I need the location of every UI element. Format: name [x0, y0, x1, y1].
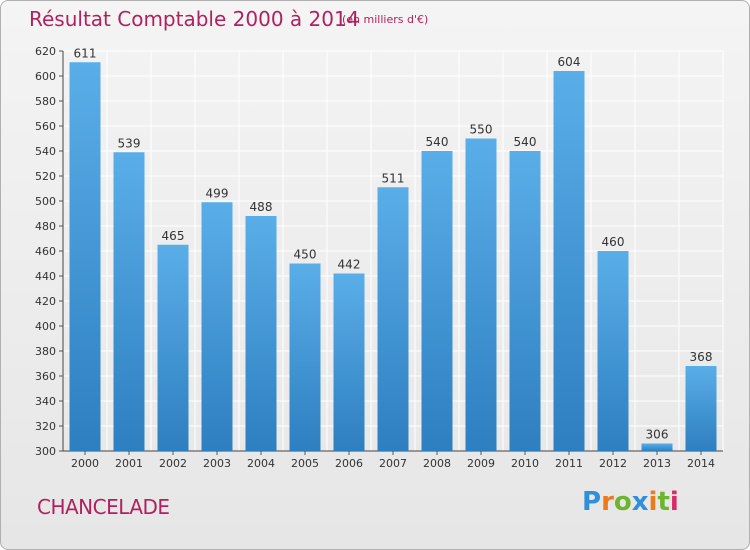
x-tick-label: 2003	[203, 457, 231, 470]
data-label: 604	[558, 55, 581, 69]
x-tick-label: 2006	[335, 457, 363, 470]
y-tick-label: 560	[35, 120, 56, 133]
data-label: 499	[206, 186, 229, 200]
y-tick-label: 520	[35, 170, 56, 183]
bar	[113, 152, 145, 451]
y-tick-label: 320	[35, 420, 56, 433]
proxiti-logo: Proxiti	[582, 487, 679, 517]
bar	[157, 244, 189, 451]
data-label: 539	[118, 136, 141, 150]
y-tick-label: 600	[35, 70, 56, 83]
y-tick-label: 380	[35, 345, 56, 358]
data-label: 488	[250, 200, 273, 214]
y-tick-label: 420	[35, 295, 56, 308]
y-tick-label: 500	[35, 195, 56, 208]
data-label: 540	[426, 135, 449, 149]
y-tick-label: 340	[35, 395, 56, 408]
bar	[641, 443, 673, 451]
y-tick-label: 480	[35, 220, 56, 233]
x-tick-label: 2014	[687, 457, 715, 470]
bar	[421, 151, 453, 451]
data-label: 465	[162, 229, 185, 243]
bars	[69, 62, 717, 451]
bar	[69, 62, 101, 451]
y-tick-label: 540	[35, 145, 56, 158]
data-label: 511	[382, 171, 405, 185]
y-tick-label: 620	[35, 45, 56, 58]
x-tick-label: 2009	[467, 457, 495, 470]
bar	[553, 71, 585, 451]
bar	[377, 187, 409, 451]
data-label: 611	[74, 46, 97, 60]
data-label: 550	[470, 123, 493, 137]
y-tick-label: 460	[35, 245, 56, 258]
data-label: 450	[294, 248, 317, 262]
bar	[465, 138, 497, 451]
bar	[685, 366, 717, 451]
data-label: 540	[514, 135, 537, 149]
bar	[245, 216, 277, 451]
x-tick-label: 2001	[115, 457, 143, 470]
data-label: 442	[338, 258, 361, 272]
x-tick-label: 2008	[423, 457, 451, 470]
y-tick-label: 440	[35, 270, 56, 283]
bar	[333, 273, 365, 451]
data-label: 306	[646, 428, 669, 442]
place-name: CHANCELADE	[37, 495, 170, 519]
x-tick-label: 2010	[511, 457, 539, 470]
y-tick-label: 300	[35, 445, 56, 458]
x-tick-label: 2007	[379, 457, 407, 470]
y-tick-label: 580	[35, 95, 56, 108]
x-tick-label: 2000	[71, 457, 99, 470]
chart-unit: (en milliers d'€)	[342, 13, 429, 26]
bar	[289, 263, 321, 451]
x-tick-label: 2005	[291, 457, 319, 470]
x-tick-label: 2012	[599, 457, 627, 470]
chart-title: Résultat Comptable 2000 à 2014	[29, 7, 360, 31]
x-tick-label: 2002	[159, 457, 187, 470]
data-label: 368	[690, 350, 713, 364]
y-tick-label: 400	[35, 320, 56, 333]
x-tick-label: 2004	[247, 457, 275, 470]
x-tick-label: 2011	[555, 457, 583, 470]
bar	[201, 202, 233, 451]
data-label: 460	[602, 235, 625, 249]
y-tick-label: 360	[35, 370, 56, 383]
bar	[597, 251, 629, 451]
x-tick-label: 2013	[643, 457, 671, 470]
bar	[509, 151, 541, 451]
data-labels: 611 539 465 499 488 450 442 511 540 550 540 604 460 3…	[74, 46, 713, 441]
